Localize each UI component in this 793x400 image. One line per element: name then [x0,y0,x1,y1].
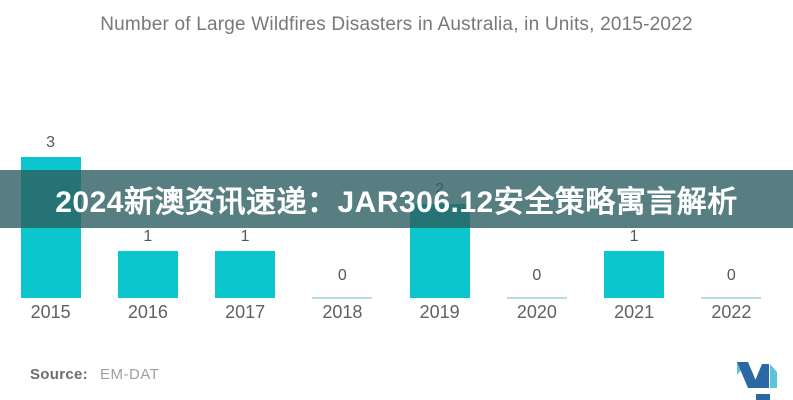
mordor-intelligence-logo-icon [737,362,777,388]
axis-label-year: 2017 [225,302,266,322]
axis-label-year: 2015 [30,302,71,322]
axis-label-year: 2018 [322,302,363,322]
logo-shape-blue-right [752,364,769,388]
axis-label-year: 2021 [614,302,655,322]
zero-marker-2018 [312,297,373,299]
bar-slot-2018: 0 2018 [294,130,391,325]
axis-label-year: 2016 [127,302,168,322]
watermark-banner-text: 2024新澳资讯速递：JAR306.12安全策略寓言解析 [55,186,738,219]
value-label: 1 [240,228,250,245]
watermark-banner: 2024新澳资讯速递：JAR306.12安全策略寓言解析 [0,170,793,228]
axis-label-year: 2022 [711,302,752,322]
bar-slot-2020: 0 2020 [488,130,585,325]
bar-slot-2022: 0 2022 [683,130,780,325]
zero-marker-2020 [506,297,567,299]
bar-slot-2017: 1 2017 [197,130,294,325]
bar-slot-2021: 1 2021 [586,130,683,325]
logo-shape-blue-left [737,362,759,388]
value-label: 3 [46,134,56,151]
logo-bottom-fragment [756,394,770,400]
bar-chart: 3201512016120170201822019020201202102022 [2,130,780,325]
logo-shape-cyan-right [770,364,777,388]
chart-title: Number of Large Wildfires Disasters in A… [100,14,693,35]
source-line: Source: EM-DAT [30,366,159,383]
bar-2016 [117,251,178,298]
value-label: 1 [629,228,639,245]
axis-label-year: 2019 [419,302,460,322]
source-value: EM-DAT [99,366,160,383]
axis-label-year: 2020 [516,302,557,322]
source-label: Source: [30,366,88,383]
bar-2017 [215,251,276,298]
value-label: 0 [726,267,736,284]
zero-marker-2022 [701,297,762,299]
value-label: 1 [143,228,153,245]
bar-slot-2016: 1 2016 [99,130,196,325]
value-label: 0 [337,267,347,284]
bar-2021 [604,251,665,298]
value-label: 0 [532,267,542,284]
